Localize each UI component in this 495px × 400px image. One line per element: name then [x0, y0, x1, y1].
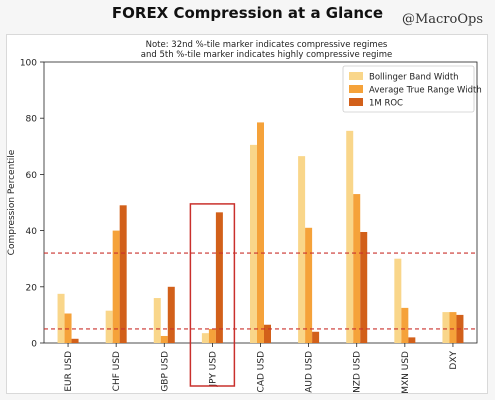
x-tick-label: AUD USD — [305, 351, 315, 393]
bar — [312, 331, 320, 343]
x-tick-label: EUR USD — [64, 351, 74, 392]
y-tick-label: 40 — [26, 227, 38, 237]
bar — [305, 227, 313, 343]
x-tick-label: CAD USD — [257, 351, 267, 393]
legend-label: 1M ROC — [369, 99, 403, 109]
bar — [201, 333, 209, 343]
bar — [105, 310, 113, 343]
bar — [449, 312, 457, 343]
x-tick-label: DXY — [449, 350, 459, 369]
legend-swatch — [349, 85, 363, 93]
bar — [71, 338, 79, 343]
bar — [167, 286, 175, 343]
bar — [208, 328, 216, 343]
chart-note-line: and 5th %-tile marker indicates highly c… — [141, 50, 392, 60]
y-axis-label: Compression Percentile — [7, 149, 17, 255]
bar — [119, 205, 127, 343]
bar — [257, 122, 264, 343]
bar — [298, 156, 306, 343]
y-tick-label: 60 — [26, 171, 38, 181]
highlight-box — [189, 203, 236, 387]
y-tick-label: 0 — [31, 340, 37, 350]
x-tick-label: MXN USD — [401, 351, 411, 394]
x-tick-label: NZD USD — [353, 351, 363, 393]
bar — [153, 298, 161, 343]
bar — [112, 230, 120, 343]
x-tick-label: CHF USD — [112, 351, 122, 391]
bar — [360, 232, 368, 343]
bar — [215, 212, 223, 343]
legend-swatch — [349, 72, 363, 80]
x-tick-label: GBP USD — [160, 351, 170, 392]
legend-label: Average True Range Width — [369, 86, 482, 96]
bar — [250, 144, 257, 343]
chart-note-line: Note: 32nd %-tile marker indicates compr… — [146, 40, 388, 50]
legend-label: Bollinger Band Width — [369, 73, 459, 83]
bar — [442, 312, 450, 343]
bar — [353, 194, 361, 343]
brand-watermark: @MacroOps — [401, 12, 483, 27]
y-tick-label: 80 — [26, 115, 38, 125]
y-tick-label: 100 — [20, 59, 37, 69]
bar — [64, 313, 72, 343]
bar — [264, 324, 271, 343]
legend-box — [342, 65, 475, 113]
legend-swatch — [349, 98, 363, 106]
x-tick-label: JPY USD — [208, 351, 218, 388]
bar — [394, 258, 402, 343]
page-title: FOREX Compression at a Glance — [111, 4, 384, 22]
y-tick-label: 20 — [26, 283, 38, 293]
bar — [401, 307, 409, 343]
bar — [160, 335, 168, 343]
bar — [346, 130, 354, 343]
bar — [408, 337, 416, 343]
bar — [57, 293, 65, 343]
